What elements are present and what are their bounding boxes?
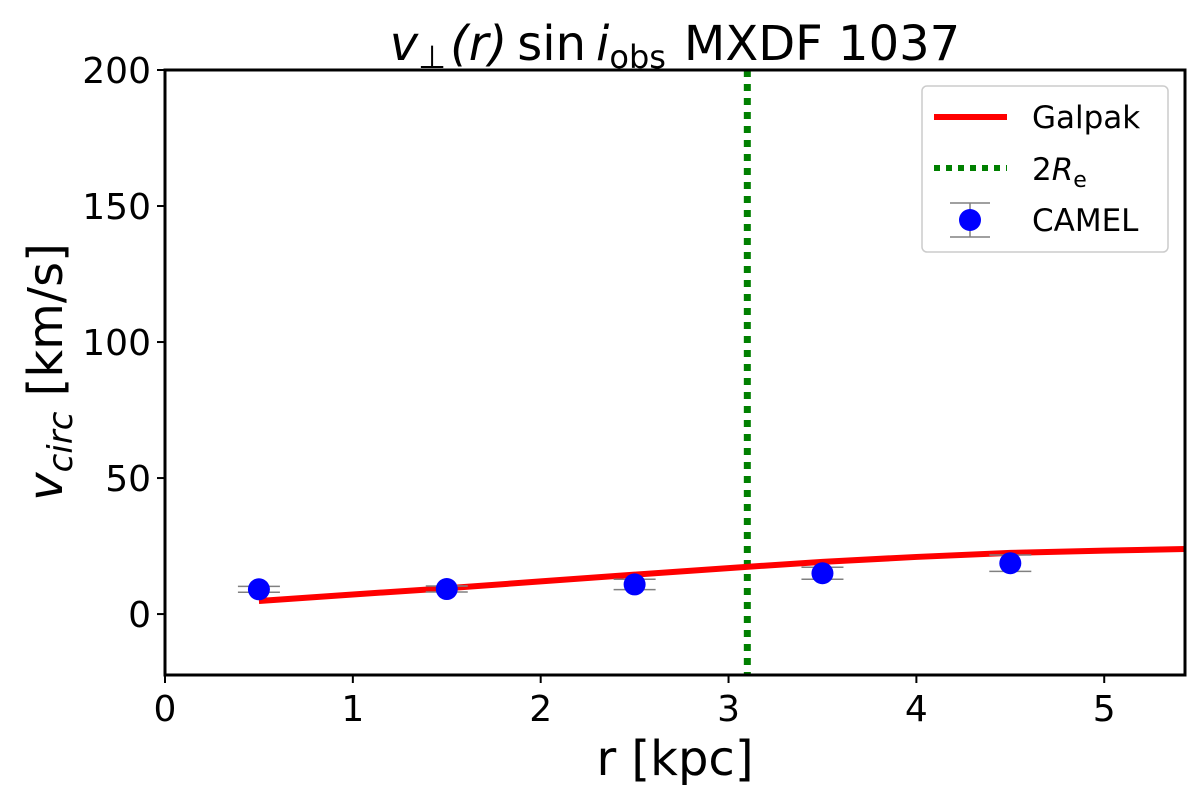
x-tick-label: 5 [1093,689,1116,730]
camel-point [623,573,646,596]
camel-point [435,578,458,601]
y-tick-label: 0 [128,595,151,636]
legend-camel-marker [959,209,981,231]
legend-galpak-label: Galpak [1032,100,1140,136]
legend-box [921,85,1169,253]
y-axis-label: vcirc [km/s] [18,243,81,501]
x-tick-label: 1 [341,689,364,730]
chart-title: v⊥(r) sin iobs MXDF 1037 [390,16,960,76]
legend: Galpak 2Re CAMEL [921,85,1169,253]
axes-frame [163,68,1187,677]
galpak-line [258,546,1185,604]
y-tick-label: 200 [82,51,151,92]
x-tick-label: 4 [905,689,928,730]
camel-point [811,562,834,585]
x-tick-label: 2 [529,689,552,730]
legend-2re-label: 2Re [1032,152,1087,193]
y-tick-label: 100 [82,323,151,364]
y-tick-label: 150 [82,187,151,228]
legend-camel-label: CAMEL [1032,203,1139,239]
x-axis-label: r [kpc] [596,731,753,787]
camel-point [999,552,1022,575]
x-tick-label: 0 [154,689,177,730]
camel-point [247,578,270,601]
y-tick-label: 50 [105,459,151,500]
x-tick-label: 3 [717,689,740,730]
